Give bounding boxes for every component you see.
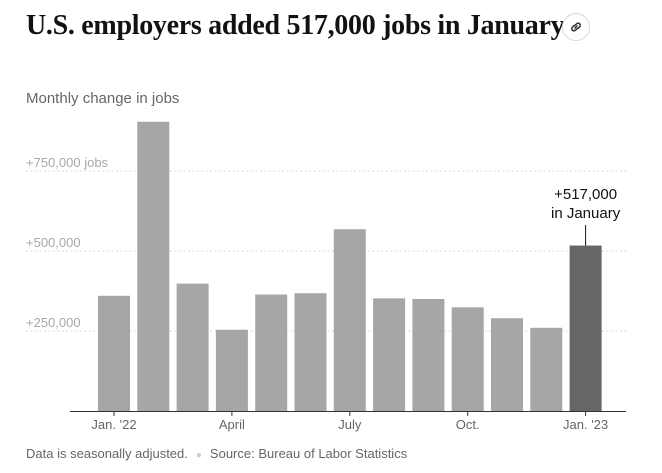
y-tick-label: +250,000 [26, 315, 81, 330]
bar-7[interactable] [373, 298, 406, 411]
footer-source: Source: Bureau of Labor Statistics [209, 446, 408, 461]
x-tick-label: Jan. '23 [563, 417, 608, 432]
bar-4[interactable] [255, 294, 288, 411]
bar-12[interactable] [569, 245, 602, 411]
bar-8[interactable] [412, 299, 445, 411]
bar-3[interactable] [215, 329, 248, 411]
chart-footer: Data is seasonally adjusted. ● Source: Bur… [26, 446, 407, 461]
footer-note: Data is seasonally adjusted. [26, 446, 188, 461]
bar-0[interactable] [98, 295, 130, 411]
y-axis-title: Monthly change in jobs [26, 90, 179, 107]
annotation-value: +517,000 [554, 186, 617, 203]
bar-9[interactable] [451, 307, 484, 411]
y-tick-label: +750,000 jobs [26, 155, 109, 170]
page-title: U.S. employers added 517,000 jobs in Jan… [26, 10, 570, 41]
bar-chart: Monthly change in jobs +250,000 +500,000 +… [26, 90, 626, 432]
x-tick-label: April [219, 417, 245, 432]
x-tick-label: Oct. [456, 417, 480, 432]
annotation-caption: in January [551, 205, 621, 222]
y-tick-label: +500,000 [26, 235, 81, 250]
bar-10[interactable] [491, 318, 523, 411]
copy-link-button[interactable] [562, 13, 590, 41]
bar-11[interactable] [530, 327, 563, 411]
bar-5[interactable] [294, 293, 327, 411]
bar-1[interactable] [137, 121, 170, 411]
link-icon [571, 22, 581, 32]
x-tick-label: Jan. '22 [91, 417, 136, 432]
separator-dot: ● [195, 450, 202, 461]
bar-2[interactable] [176, 283, 209, 411]
bar-6[interactable] [333, 229, 366, 411]
x-tick-label: July [338, 417, 362, 432]
